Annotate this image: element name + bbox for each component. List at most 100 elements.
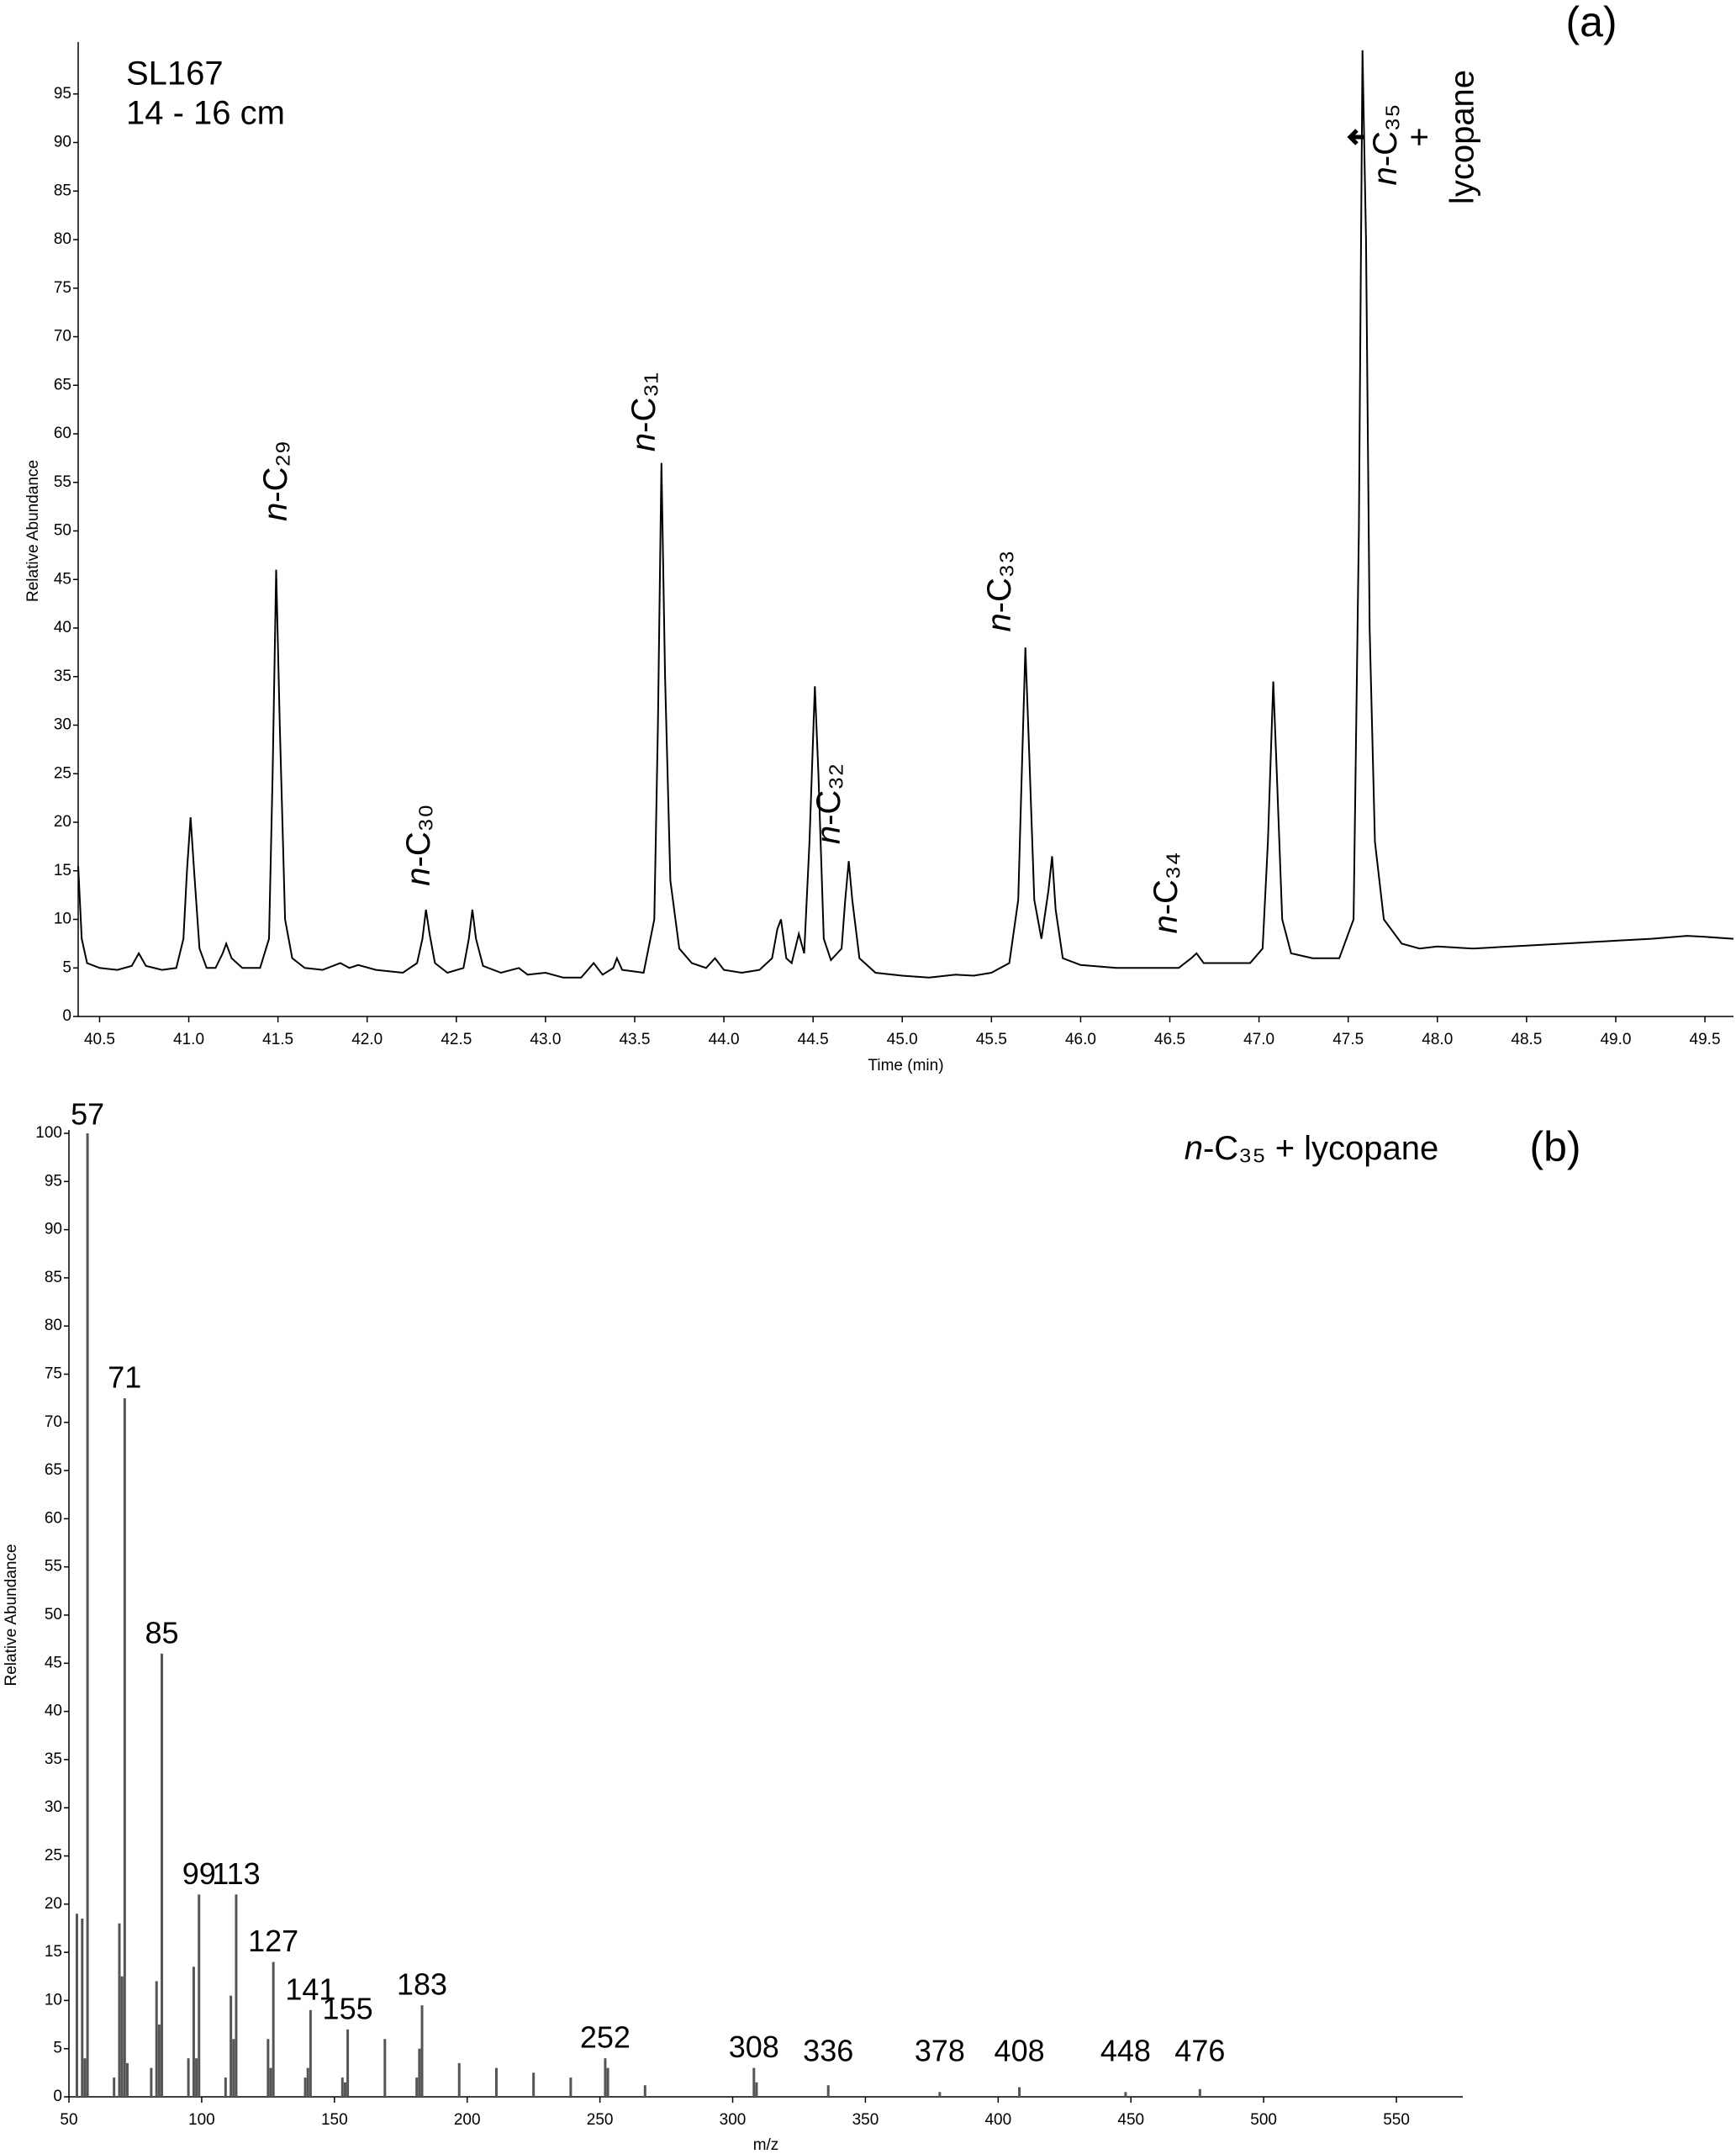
- x-tick-label: 100: [188, 2111, 215, 2129]
- y-tick-label: 50: [54, 522, 71, 540]
- x-tick-label: 150: [321, 2111, 348, 2129]
- chromatogram-line: [77, 50, 1734, 979]
- peak-label: 378: [915, 2034, 965, 2068]
- spectrum-stick: [343, 2082, 346, 2097]
- spectrum-stick: [266, 2039, 270, 2097]
- peak-label: 113: [212, 1856, 260, 1891]
- y-tick-label: 70: [45, 1413, 62, 1431]
- x-tick-label: 48.5: [1511, 1031, 1542, 1048]
- y-tick-label: 60: [45, 1509, 62, 1527]
- x-tick-label: 48.0: [1422, 1031, 1453, 1048]
- y-tick-label: 90: [45, 1221, 62, 1238]
- x-tick-label: 47.5: [1332, 1031, 1364, 1048]
- x-tick-label: 45.0: [887, 1031, 918, 1048]
- spectrum-stick: [120, 1976, 124, 2097]
- panel-label: (b): [1529, 1123, 1580, 1170]
- y-tick-label: 95: [54, 85, 71, 103]
- x-tick-label: 300: [720, 2111, 747, 2129]
- spectrum-stick: [1198, 2088, 1201, 2097]
- x-tick-label: 46.5: [1154, 1031, 1185, 1048]
- y-tick-label: 20: [45, 1895, 62, 1913]
- x-tick-label: 49.0: [1600, 1031, 1631, 1048]
- peak-label: 448: [1100, 2034, 1151, 2068]
- peak-label: 336: [803, 2034, 853, 2068]
- spectrum-stick: [123, 1398, 126, 2097]
- x-tick-label: 250: [587, 2111, 614, 2129]
- x-tick-label: 350: [852, 2111, 879, 2129]
- peak-label: 99: [182, 1856, 216, 1891]
- y-tick-label: 55: [45, 1558, 62, 1576]
- y-tick-label: 20: [54, 813, 71, 831]
- spectrum-stick: [224, 2077, 227, 2097]
- y-tick-label: 70: [54, 328, 71, 346]
- y-tick-label: 35: [54, 668, 71, 685]
- y-tick-label: 75: [54, 279, 71, 297]
- peak-annotation: n-C₃₂: [810, 763, 847, 844]
- spectrum-stick: [532, 2072, 536, 2097]
- peak-annotation: n-C₃₄: [1148, 852, 1185, 933]
- y-tick-label: 90: [54, 134, 71, 151]
- x-tick-label: 43.0: [530, 1031, 561, 1048]
- spectrum-stick: [161, 1653, 164, 2097]
- y-tick-label: 0: [62, 1007, 71, 1025]
- spectrum-stick: [118, 1923, 121, 2097]
- x-tick-label: 43.5: [619, 1031, 650, 1048]
- spectrum-stick: [303, 2077, 307, 2097]
- x-tick-label: 45.5: [976, 1031, 1007, 1048]
- spectrum-stick: [569, 2077, 573, 2097]
- spectrum-stick: [309, 2009, 312, 2097]
- peak-label: 71: [108, 1360, 141, 1395]
- x-tick-label: 44.0: [709, 1031, 740, 1048]
- y-tick-label: 100: [35, 1124, 62, 1142]
- y-tick-label: 15: [45, 1943, 62, 1961]
- x-tick-label: 500: [1250, 2111, 1277, 2129]
- spectrum-stick: [125, 2062, 129, 2097]
- peak-label: 252: [580, 2020, 631, 2055]
- sample: SL167: [126, 55, 224, 92]
- y-tick-label: 45: [45, 1654, 62, 1671]
- peak-annotation: n-C₃₀: [400, 804, 437, 885]
- peak-label: 141: [285, 1972, 335, 2006]
- spectrum-stick: [418, 2048, 421, 2097]
- y-tick-label: 80: [54, 230, 71, 248]
- x-tick-label: 40.5: [84, 1031, 115, 1048]
- y-tick-label: 35: [45, 1750, 62, 1768]
- spectrum-stick: [155, 1981, 158, 2097]
- spectrum-stick: [157, 2025, 161, 2097]
- y-tick-label: 65: [54, 376, 71, 393]
- spectrum-stick: [826, 2085, 830, 2097]
- y-tick-label: 30: [54, 716, 71, 734]
- x-tick-label: 50: [60, 2111, 77, 2129]
- depth: 14 - 16 cm: [126, 95, 285, 132]
- peak-annotation: +: [1401, 127, 1438, 146]
- y-axis-title: Relative Abundance: [3, 1544, 20, 1686]
- peak-label: 183: [397, 1967, 447, 2002]
- x-tick-label: 450: [1117, 2111, 1144, 2129]
- peak-annotation: n-C₂₉: [257, 441, 294, 521]
- spectrum-stick: [1018, 2087, 1021, 2097]
- y-tick-label: 50: [45, 1606, 62, 1623]
- x-tick-label: 41.5: [262, 1031, 293, 1048]
- y-tick-label: 95: [45, 1172, 62, 1190]
- x-tick-label: 41.0: [173, 1031, 204, 1048]
- y-tick-label: 85: [45, 1269, 62, 1286]
- y-tick-label: 55: [54, 473, 71, 491]
- spectrum-stick: [457, 2062, 461, 2097]
- y-tick-label: 15: [54, 862, 71, 879]
- peak-annotation: n-C₃₃: [981, 550, 1018, 631]
- peak-label: 476: [1174, 2034, 1225, 2068]
- peak-label: 57: [71, 1097, 104, 1132]
- y-tick-label: 25: [54, 764, 71, 782]
- peak-label: 408: [995, 2034, 1045, 2068]
- y-tick-label: 30: [45, 1798, 62, 1816]
- x-tick-label: 47.0: [1243, 1031, 1274, 1048]
- spectrum-stick: [269, 2067, 272, 2097]
- spectrum-stick: [83, 2058, 87, 2097]
- spectrum-stick: [606, 2067, 609, 2097]
- y-tick-label: 45: [54, 570, 71, 588]
- spectrum-stick: [75, 1914, 78, 2097]
- title: n-C₃₅ + lycopane: [1185, 1130, 1439, 1167]
- y-tick-label: 5: [62, 958, 71, 976]
- spectrum-stick: [346, 2029, 350, 2097]
